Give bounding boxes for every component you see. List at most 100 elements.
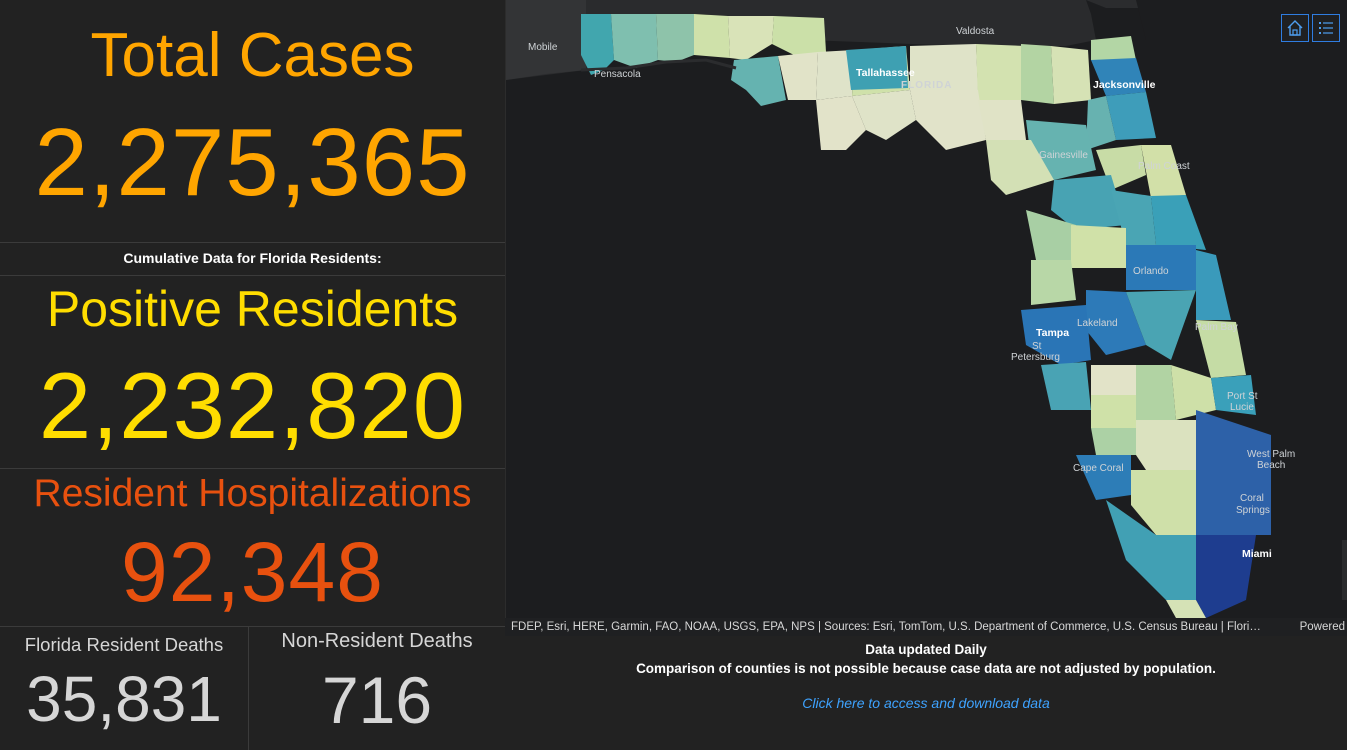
county[interactable] bbox=[978, 100, 1026, 140]
total-cases-value: 2,275,365 bbox=[34, 109, 471, 216]
update-note: Data updated Daily bbox=[865, 642, 987, 657]
divider bbox=[0, 275, 505, 276]
label-west-palm-beach: Beach bbox=[1257, 460, 1285, 471]
county[interactable] bbox=[1171, 365, 1216, 420]
county[interactable] bbox=[656, 14, 694, 62]
divider bbox=[0, 242, 505, 243]
land-background bbox=[506, 0, 1096, 80]
county[interactable] bbox=[1136, 365, 1176, 420]
label-port-st-lucie: Port St bbox=[1227, 391, 1258, 402]
land-background bbox=[506, 0, 586, 80]
county[interactable] bbox=[728, 16, 774, 60]
county[interactable] bbox=[772, 16, 826, 56]
map-footer: Data updated Daily Comparison of countie… bbox=[505, 636, 1347, 750]
county[interactable] bbox=[910, 44, 978, 90]
county[interactable] bbox=[910, 90, 986, 150]
label-pensacola: Pensacola bbox=[594, 69, 641, 80]
positive-residents-title: Positive Residents bbox=[46, 281, 459, 337]
nonresident-deaths-value: 716 bbox=[321, 663, 433, 737]
county[interactable] bbox=[1051, 175, 1126, 230]
county[interactable] bbox=[1141, 145, 1186, 198]
home-icon bbox=[1287, 20, 1303, 36]
county[interactable] bbox=[852, 90, 916, 140]
label-valdosta: Valdosta bbox=[956, 26, 995, 37]
stats-panel: Total Cases 2,275,365 Cumulative Data fo… bbox=[0, 0, 505, 750]
legend-list-icon bbox=[1319, 22, 1333, 34]
county[interactable] bbox=[1086, 290, 1146, 355]
county[interactable] bbox=[1041, 362, 1091, 410]
county[interactable] bbox=[1126, 245, 1196, 290]
county[interactable] bbox=[611, 14, 658, 68]
county[interactable] bbox=[1091, 365, 1136, 395]
divider bbox=[248, 626, 249, 750]
county[interactable] bbox=[581, 14, 614, 75]
label-mobile: Mobile bbox=[528, 42, 558, 53]
county[interactable] bbox=[694, 14, 730, 58]
county[interactable] bbox=[1091, 395, 1136, 428]
county[interactable] bbox=[1106, 92, 1156, 140]
county[interactable] bbox=[1131, 470, 1196, 535]
county[interactable] bbox=[1031, 260, 1076, 305]
county[interactable] bbox=[1086, 96, 1116, 150]
map-canvas[interactable]: Mobile Valdosta Pensacola Tallahassee FL… bbox=[506, 0, 1347, 636]
home-button[interactable] bbox=[1281, 14, 1309, 42]
resident-deaths-value: 35,831 bbox=[26, 663, 222, 735]
total-cases-title: Total Cases bbox=[90, 21, 415, 90]
label-coral-springs: Springs bbox=[1236, 505, 1270, 516]
label-cape-coral: Cape Coral bbox=[1073, 463, 1124, 474]
label-west-palm-beach: West Palm bbox=[1247, 449, 1295, 460]
county[interactable] bbox=[1091, 428, 1136, 455]
county[interactable] bbox=[731, 56, 786, 106]
divider bbox=[0, 626, 505, 627]
label-gainesville: Gainesville bbox=[1039, 150, 1088, 161]
label-tallahassee: Tallahassee bbox=[856, 67, 915, 79]
label-miami: Miami bbox=[1242, 548, 1272, 560]
county[interactable] bbox=[1211, 375, 1256, 415]
county[interactable] bbox=[1106, 500, 1196, 600]
county[interactable] bbox=[1151, 195, 1206, 250]
county[interactable] bbox=[1026, 210, 1076, 260]
legend-button[interactable] bbox=[1312, 14, 1340, 42]
county[interactable] bbox=[1071, 225, 1126, 268]
attribution-text: FDEP, Esri, HERE, Garmin, FAO, NOAA, USG… bbox=[511, 621, 1261, 633]
download-data-link[interactable]: Click here to access and download data bbox=[802, 695, 1050, 711]
county[interactable] bbox=[1126, 290, 1196, 360]
county[interactable] bbox=[1196, 535, 1256, 618]
powered-by-link[interactable]: Powered bbox=[1293, 618, 1345, 636]
cumulative-label: Cumulative Data for Florida Residents: bbox=[123, 250, 382, 266]
county[interactable] bbox=[1021, 305, 1091, 365]
positive-residents-value: 2,232,820 bbox=[38, 353, 467, 458]
label-palm-coast: Palm Coast bbox=[1138, 161, 1190, 172]
county[interactable] bbox=[778, 52, 818, 100]
county[interactable] bbox=[1196, 410, 1271, 535]
county[interactable] bbox=[846, 46, 908, 90]
label-st-petersburg: Petersburg bbox=[1011, 352, 1060, 363]
county[interactable] bbox=[976, 44, 1026, 100]
label-port-st-lucie: Lucie bbox=[1230, 402, 1254, 413]
label-orlando: Orlando bbox=[1133, 266, 1169, 277]
county[interactable] bbox=[1051, 46, 1091, 104]
comparison-note: Comparison of counties is not possible b… bbox=[636, 661, 1216, 676]
label-jacksonville: Jacksonville bbox=[1093, 79, 1156, 91]
resident-deaths-title: Florida Resident Deaths bbox=[24, 634, 224, 655]
label-tampa: Tampa bbox=[1036, 327, 1069, 339]
label-coral-springs: Coral bbox=[1240, 493, 1264, 504]
nonresident-deaths-title: Non-Resident Deaths bbox=[281, 630, 473, 652]
hospitalizations-title: Resident Hospitalizations bbox=[33, 472, 472, 515]
county[interactable] bbox=[1021, 44, 1054, 104]
label-lakeland: Lakeland bbox=[1077, 318, 1118, 329]
county[interactable] bbox=[1136, 420, 1196, 470]
county[interactable] bbox=[1196, 250, 1231, 320]
county[interactable] bbox=[1076, 455, 1131, 500]
county[interactable] bbox=[1166, 600, 1206, 618]
county[interactable] bbox=[986, 140, 1054, 195]
county[interactable] bbox=[816, 50, 854, 100]
label-florida: FLORIDA bbox=[901, 80, 952, 91]
hospitalizations-value: 92,348 bbox=[121, 525, 384, 619]
county[interactable] bbox=[816, 96, 866, 150]
map-attribution: FDEP, Esri, HERE, Garmin, FAO, NOAA, USG… bbox=[505, 618, 1347, 636]
county[interactable] bbox=[1196, 320, 1246, 378]
divider bbox=[0, 468, 505, 469]
county[interactable] bbox=[1091, 58, 1146, 96]
florida-county-map[interactable]: Mobile Valdosta Pensacola Tallahassee FL… bbox=[505, 0, 1347, 636]
